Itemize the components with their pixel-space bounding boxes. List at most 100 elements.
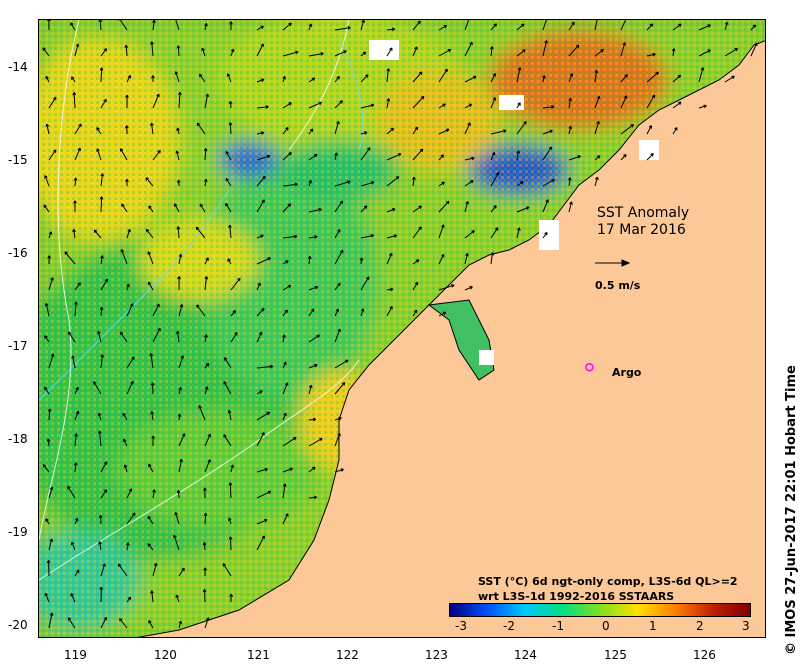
current-vector xyxy=(568,201,573,213)
current-vector-head xyxy=(47,255,52,259)
current-vector xyxy=(223,357,232,369)
current-vector-head xyxy=(391,27,396,32)
current-vector xyxy=(334,76,340,83)
current-vector xyxy=(620,95,627,109)
current-vector xyxy=(360,308,364,317)
current-vector xyxy=(334,433,341,447)
current-vector xyxy=(256,432,265,447)
current-vector-head xyxy=(289,467,293,472)
current-vector xyxy=(516,49,526,57)
current-vector xyxy=(256,331,263,343)
current-vector xyxy=(308,334,320,343)
current-vector-head xyxy=(205,362,210,367)
y-tick: -18 xyxy=(8,432,28,446)
current-vector xyxy=(120,148,128,161)
current-vector-head xyxy=(74,517,79,522)
current-vector xyxy=(178,254,182,265)
current-vector xyxy=(724,21,728,31)
current-vector-head xyxy=(363,205,368,209)
current-vector xyxy=(230,48,234,57)
current-vector-head xyxy=(260,25,264,29)
current-vector-head xyxy=(48,231,53,235)
king-sound-inlet xyxy=(427,299,495,381)
current-vector-head xyxy=(338,416,342,421)
current-vector-head xyxy=(551,105,555,109)
current-vector xyxy=(672,101,682,109)
current-vector-head xyxy=(228,536,233,540)
current-vector xyxy=(152,149,161,161)
current-vector-head xyxy=(413,309,418,314)
current-vector xyxy=(360,20,365,31)
current-vector xyxy=(724,47,738,57)
current-vector-head xyxy=(568,125,573,130)
current-vector-head xyxy=(70,22,74,26)
current-vector xyxy=(256,365,273,369)
current-vector-head xyxy=(671,48,676,52)
current-vector-head xyxy=(575,44,580,49)
current-vector xyxy=(152,563,157,577)
current-vector-head xyxy=(74,433,78,437)
current-vector xyxy=(256,106,269,109)
current-vector-head xyxy=(503,129,507,133)
current-vector-head xyxy=(316,334,320,339)
current-vector xyxy=(438,68,448,83)
current-vector xyxy=(222,563,232,577)
current-vector-head xyxy=(545,199,549,203)
current-vector-head xyxy=(173,534,177,539)
current-vector xyxy=(48,353,54,369)
current-vector-head xyxy=(569,73,574,77)
current-vector xyxy=(152,303,160,317)
current-vector-head xyxy=(648,125,652,129)
current-vector-head xyxy=(67,617,72,621)
current-vector-head xyxy=(42,47,46,51)
current-vector-head xyxy=(361,20,365,24)
current-vector-head xyxy=(176,226,181,230)
x-tick: 122 xyxy=(336,648,359,662)
current-vector xyxy=(256,199,265,213)
current-vector xyxy=(100,278,108,291)
current-vector xyxy=(45,76,50,83)
current-vector-head xyxy=(389,47,393,51)
current-vector-head xyxy=(519,181,524,185)
current-vector-head xyxy=(226,73,231,77)
current-vector-head xyxy=(285,513,289,517)
current-vector xyxy=(308,437,323,447)
current-vector-head xyxy=(78,123,82,128)
current-vector-head xyxy=(551,179,555,183)
current-vector xyxy=(48,231,52,239)
current-vector-head xyxy=(45,518,49,522)
current-vector-head xyxy=(418,226,422,230)
current-vector-head xyxy=(196,304,200,308)
current-vector-head xyxy=(71,76,75,80)
current-vector-head xyxy=(53,96,57,101)
current-vector xyxy=(100,461,108,473)
current-vector-head xyxy=(544,231,548,236)
current-vector xyxy=(386,153,402,161)
current-vector-head xyxy=(447,49,452,53)
y-tick: -15 xyxy=(8,153,28,167)
current-vector-head xyxy=(294,182,298,187)
current-vector-head xyxy=(44,302,49,307)
current-vector xyxy=(542,146,553,161)
current-vector-head xyxy=(318,101,322,106)
current-vector xyxy=(542,179,555,187)
current-vector xyxy=(282,22,292,31)
current-vector xyxy=(230,310,236,317)
current-vector-head xyxy=(340,249,344,254)
current-vector-head xyxy=(176,179,181,183)
current-vector xyxy=(308,77,315,83)
current-vector-head xyxy=(347,180,351,184)
current-vector xyxy=(100,196,103,213)
current-vector xyxy=(178,567,185,577)
current-vector-head xyxy=(261,432,265,436)
current-vector-head xyxy=(287,285,292,289)
current-vector xyxy=(412,20,421,31)
current-vector-head xyxy=(228,517,232,521)
current-vector xyxy=(44,593,50,603)
current-vector xyxy=(334,282,341,291)
current-vector-head xyxy=(677,74,682,79)
current-vector xyxy=(464,157,475,161)
current-vector-head xyxy=(492,73,496,77)
current-vector xyxy=(646,125,652,135)
current-vector-head xyxy=(152,489,156,493)
